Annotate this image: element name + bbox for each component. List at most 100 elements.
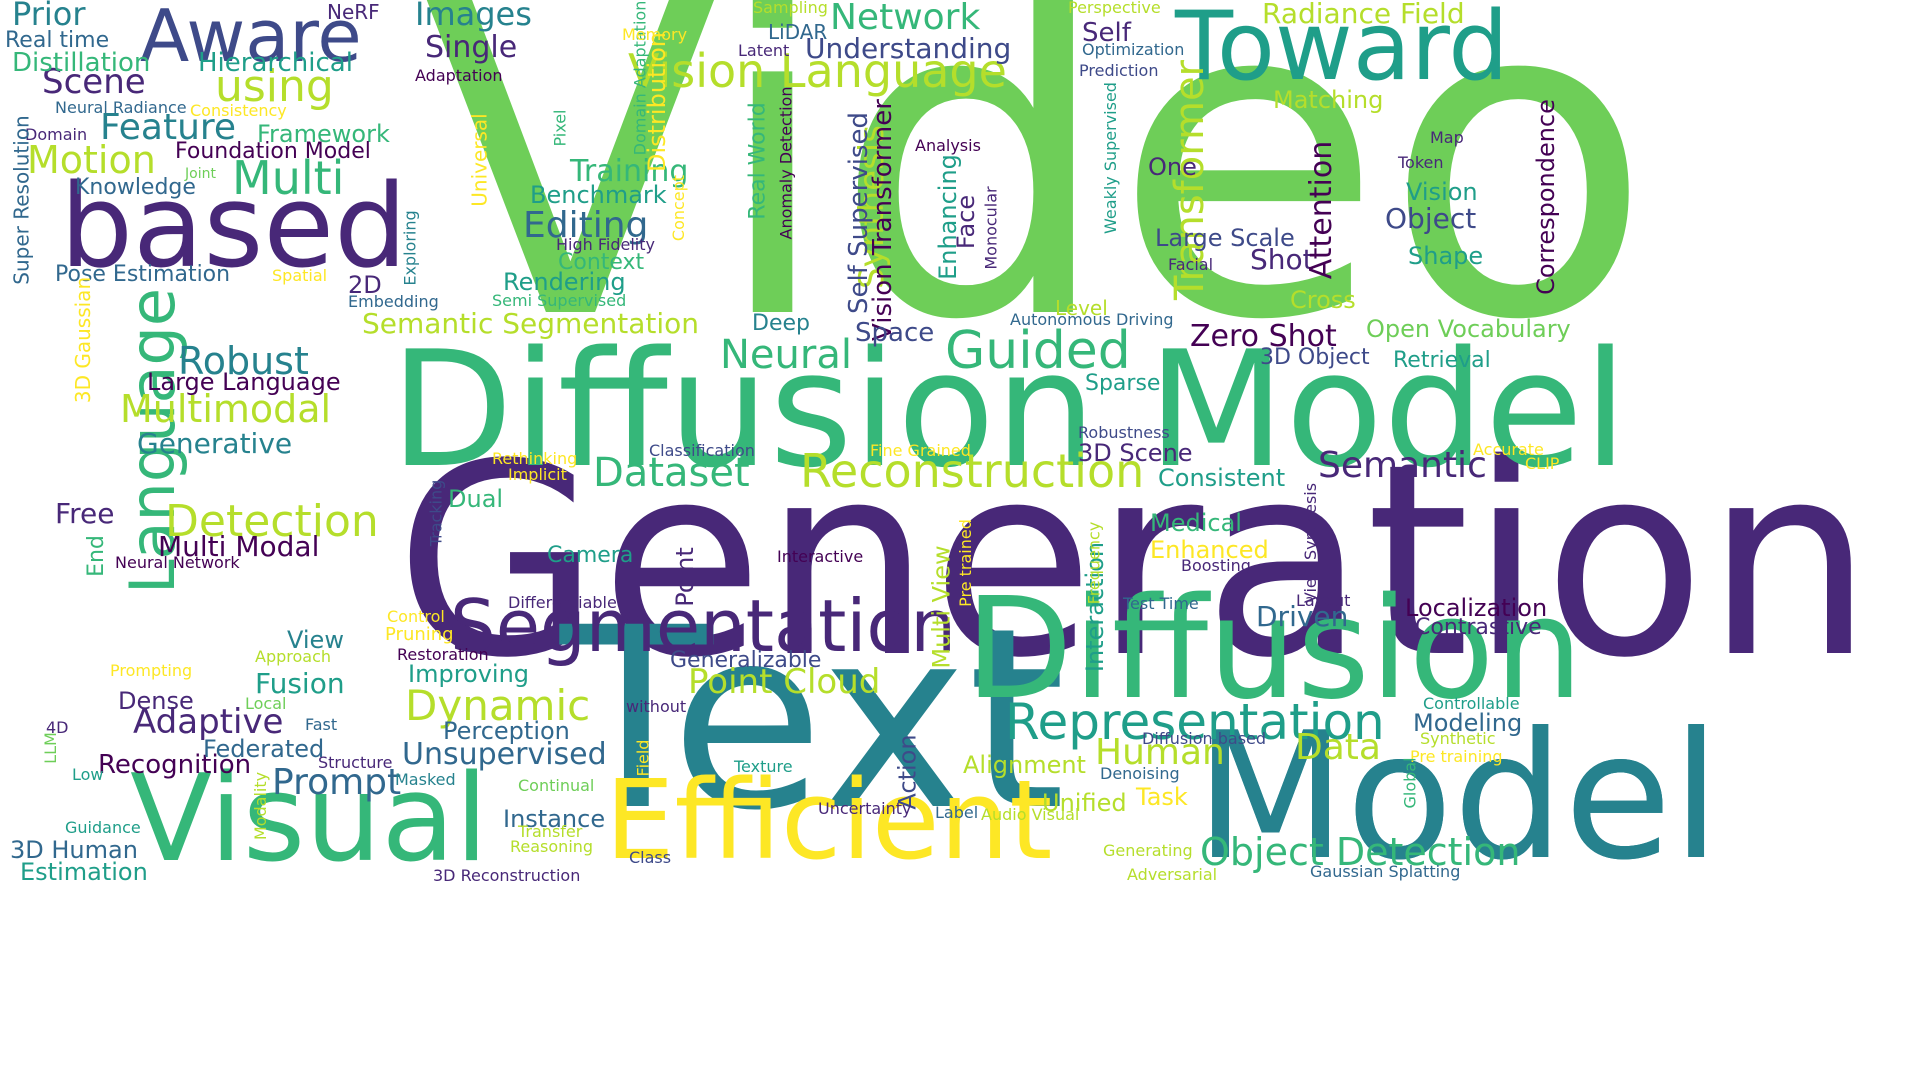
word-gaussian-splatting: Gaussian Splatting	[1310, 862, 1461, 881]
word-camera: Camera	[547, 543, 634, 568]
word-motion: Motion	[27, 138, 156, 182]
word-masked: Masked	[395, 770, 456, 789]
word-fast: Fast	[305, 715, 338, 734]
word-structure: Structure	[318, 753, 393, 772]
word-embedding: Embedding	[348, 292, 439, 311]
word-unsupervised: Unsupervised	[402, 737, 607, 772]
word-matching: Matching	[1273, 86, 1384, 114]
word-boosting: Boosting	[1181, 556, 1251, 575]
word-denoising: Denoising	[1100, 764, 1180, 783]
word-feature: Feature	[100, 107, 237, 148]
word-zero-shot: Zero Shot	[1190, 319, 1337, 354]
word-weakly-supervised: Weakly Supervised	[1100, 82, 1120, 234]
word-spatial: Spatial	[272, 266, 328, 285]
word-texture: Texture	[734, 757, 793, 776]
word-correspondence: Correspondence	[1531, 99, 1560, 295]
word-deep: Deep	[752, 311, 810, 336]
word-prompting: Prompting	[110, 661, 193, 680]
word-point: Point	[670, 547, 699, 607]
word-multi-modal: Multi Modal	[158, 530, 320, 563]
word-representation: Representation	[1005, 693, 1385, 751]
word-federated: Federated	[203, 735, 325, 763]
word-toward: Toward	[1175, 0, 1509, 102]
word-without: without	[626, 697, 687, 716]
word-based: based	[60, 160, 408, 294]
word-pre-training: Pre training	[1410, 747, 1503, 766]
word-multimodal: Multimodal	[120, 387, 332, 431]
word-domain: Domain	[25, 125, 88, 144]
word-audio-visual: Audio Visual	[981, 805, 1080, 824]
word-unified: Unified	[1042, 789, 1127, 817]
word-controllable: Controllable	[1423, 694, 1520, 713]
word-view: View	[287, 626, 344, 654]
word-2d: 2D	[348, 271, 382, 299]
word-uncertainty: Uncertainty	[818, 799, 912, 818]
word-foundation-model: Foundation Model	[175, 139, 371, 164]
word-face: Face	[952, 194, 981, 250]
word-recognition: Recognition	[98, 750, 252, 780]
word-diffusion-based: Diffusion based	[1142, 729, 1267, 748]
word-distillation: Distillation	[12, 48, 151, 78]
word-control: Control	[387, 607, 445, 626]
word-network: Network	[830, 0, 981, 38]
word-instance: Instance	[503, 805, 606, 833]
word-human: Human	[1095, 732, 1225, 773]
word-super-resolution: Super Resolution	[9, 115, 34, 285]
word-llm: LLM	[40, 732, 60, 764]
word-improving: Improving	[408, 660, 530, 688]
word-field: Field	[633, 739, 653, 777]
word-3d-scene: 3D Scene	[1078, 439, 1193, 467]
word-robust: Robust	[178, 339, 309, 383]
word-object-detection: Object Detection	[1200, 830, 1521, 874]
word-approach: Approach	[255, 647, 332, 666]
word-semi-supervised: Semi Supervised	[492, 291, 627, 310]
word-context: Context	[558, 250, 645, 275]
word-localization: Localization	[1405, 594, 1548, 622]
word-restoration: Restoration	[397, 645, 489, 664]
word-level: Level	[1055, 296, 1108, 320]
word-space: Space	[855, 318, 935, 348]
word-classification: Classification	[649, 441, 755, 460]
word-images: Images	[415, 0, 532, 33]
word-low: Low	[72, 765, 104, 784]
word-semantic-segmentation: Semantic Segmentation	[362, 307, 700, 340]
word-model: Model	[1195, 696, 1721, 899]
word-free: Free	[55, 497, 115, 530]
word-test-time: Test Time	[1123, 594, 1199, 613]
word-sampling: Sampling	[753, 0, 828, 17]
word-framework: Framework	[257, 120, 390, 148]
word-diffusion-model: Diffusion Model	[390, 316, 1628, 503]
word-frequency: Frequency	[1084, 521, 1104, 605]
word-guided: Guided	[945, 321, 1131, 381]
word-consistency: Consistency	[190, 101, 287, 120]
word-neural-radiance: Neural Radiance	[55, 98, 187, 117]
word-memory: Memory	[622, 25, 688, 44]
word-alignment: Alignment	[963, 751, 1086, 779]
word-retrieval: Retrieval	[1393, 348, 1491, 373]
word-contrastive: Contrastive	[1415, 615, 1542, 640]
word-3d-human: 3D Human	[10, 836, 138, 864]
word-dense: Dense	[118, 687, 194, 715]
word-local: Local	[245, 694, 287, 713]
word-perception: Perception	[443, 717, 570, 745]
word-accurate: Accurate	[1473, 440, 1544, 459]
word-lidar: LiDAR	[768, 20, 828, 44]
word-generative: Generative	[137, 427, 293, 460]
word-anomaly-detection: Anomaly Detection	[776, 86, 796, 240]
word-high-fidelity: High Fidelity	[556, 235, 655, 254]
word-using: using	[215, 61, 334, 112]
word-modeling: Modeling	[1413, 709, 1523, 737]
word-neural-network: Neural Network	[115, 553, 240, 572]
word-analysis: Analysis	[915, 136, 981, 155]
word-neural: Neural	[720, 332, 852, 378]
word-understanding: Understanding	[805, 32, 1012, 65]
word-clip: CLIP	[1525, 454, 1560, 473]
word-facial: Facial	[1168, 255, 1214, 274]
word-radiance-field: Radiance Field	[1262, 0, 1465, 30]
word-large-scale: Large Scale	[1155, 224, 1295, 252]
word-generalizable: Generalizable	[670, 648, 822, 673]
word-continual: Continual	[518, 776, 595, 795]
word-object: Object	[1385, 202, 1477, 235]
word-generating: Generating	[1103, 841, 1193, 860]
